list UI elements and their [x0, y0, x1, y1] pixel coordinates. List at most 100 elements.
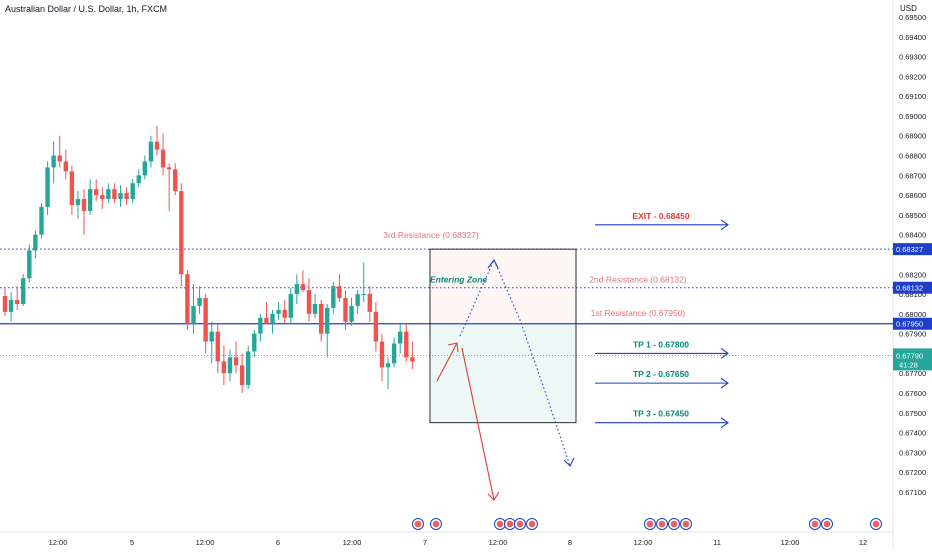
candle-body [404, 331, 409, 358]
candle-body [130, 183, 135, 200]
candle-body [124, 193, 129, 200]
red-arrow-down [461, 347, 495, 501]
candle-body [343, 298, 348, 322]
candle-body [63, 161, 68, 172]
candle-body [312, 303, 318, 314]
candle-body [337, 286, 342, 299]
x-tick-label: 12:00 [49, 538, 68, 547]
candle-body [8, 299, 14, 312]
level-price-tag [893, 243, 932, 256]
x-tick-label: 5 [130, 538, 134, 547]
y-tick-label: 0.68600 [899, 191, 926, 200]
candle-body [233, 357, 239, 366]
economic-event-icon [526, 518, 538, 530]
x-tick-label: 12:00 [781, 538, 800, 547]
economic-event-icon [644, 518, 656, 530]
candle-body [118, 193, 123, 200]
level-price-label: 0.67950 [896, 320, 923, 329]
target-zone-bottom [430, 323, 576, 423]
candle-body [221, 361, 227, 374]
economic-event-icon [430, 518, 442, 530]
candle-body [209, 331, 214, 342]
y-tick-label: 0.67700 [899, 369, 926, 378]
candle-body [112, 189, 117, 200]
candle-body [39, 206, 44, 235]
candle-body [349, 305, 354, 322]
candle-body [258, 317, 263, 334]
candle-body [166, 167, 172, 170]
economic-event-icon [504, 518, 516, 530]
candle-body [276, 309, 281, 314]
target-arrowhead [720, 347, 729, 359]
candle-body [191, 305, 196, 324]
y-tick-label: 0.69200 [899, 72, 926, 81]
economic-event-icon [821, 518, 833, 530]
y-tick-label: 0.68800 [899, 152, 926, 161]
economic-event-icon [668, 518, 680, 530]
y-tick-label: 0.69100 [899, 92, 926, 101]
x-tick-label: 12:00 [343, 538, 362, 547]
x-tick-label: 11 [713, 538, 721, 547]
economic-event-icon [809, 518, 821, 530]
x-tick-label: 8 [568, 538, 572, 547]
candle-body [355, 294, 360, 306]
candle-body [154, 141, 160, 150]
y-tick-label: 0.69300 [899, 53, 926, 62]
candle-body [288, 294, 293, 318]
candle-body [264, 317, 269, 324]
candle-body [367, 294, 372, 312]
candle-body [100, 195, 105, 200]
y-tick-label: 0.67300 [899, 448, 926, 457]
candle-body [14, 299, 20, 304]
chart-title: Australian Dollar / U.S. Dollar, 1h, FXC… [5, 4, 168, 14]
candle-body [94, 189, 99, 196]
current-price-tag [893, 348, 932, 371]
level-price-label: 0.68327 [896, 245, 923, 254]
y-tick-label: 0.68700 [899, 171, 926, 180]
candle-body [246, 351, 251, 386]
first-resistance-label: 1st Resistance (0.67950) [591, 308, 686, 318]
candle-body [51, 155, 56, 168]
x-tick-label: 12:00 [196, 538, 215, 547]
economic-event-icon [514, 518, 526, 530]
candle-body [306, 290, 312, 314]
candle-body [318, 303, 324, 334]
countdown-label: 41:28 [899, 360, 918, 369]
level-price-tag [893, 317, 932, 330]
candle-body [33, 234, 38, 251]
projection-arrowhead [563, 457, 575, 467]
y-tick-label: 0.69000 [899, 112, 926, 121]
y-tick-label: 0.68400 [899, 231, 926, 240]
projection-peak-arrowhead [487, 258, 499, 269]
target-arrowhead [720, 377, 729, 389]
candle-body [373, 311, 379, 342]
target-label: TP 2 - 0.67650 [633, 369, 689, 379]
candle-body [27, 250, 32, 279]
candle-body [410, 357, 415, 362]
candle-body [142, 161, 148, 176]
level-price-tag [893, 281, 932, 294]
y-tick-label: 0.68500 [899, 211, 926, 220]
candle-body [300, 284, 306, 291]
candle-body [215, 331, 220, 362]
y-tick-label: 0.69400 [899, 33, 926, 42]
y-tick-label: 0.67100 [899, 488, 926, 497]
candle-body [106, 189, 111, 200]
candle-body [398, 331, 403, 344]
candle-body [136, 175, 141, 184]
y-tick-label: 0.67500 [899, 409, 926, 418]
target-label: TP 3 - 0.67450 [633, 409, 689, 419]
candle-body [185, 274, 190, 324]
candle-body [179, 191, 184, 275]
y-tick-label: 0.69500 [899, 13, 926, 22]
projection-path [459, 258, 571, 467]
candle-body [239, 365, 245, 386]
candle-body [173, 169, 178, 192]
candle-body [361, 294, 366, 296]
candle-body [331, 286, 336, 308]
candle-body [160, 149, 166, 168]
third-resistance-label: 3rd Resistance (0.68327) [383, 230, 479, 240]
target-arrowhead [720, 219, 729, 231]
